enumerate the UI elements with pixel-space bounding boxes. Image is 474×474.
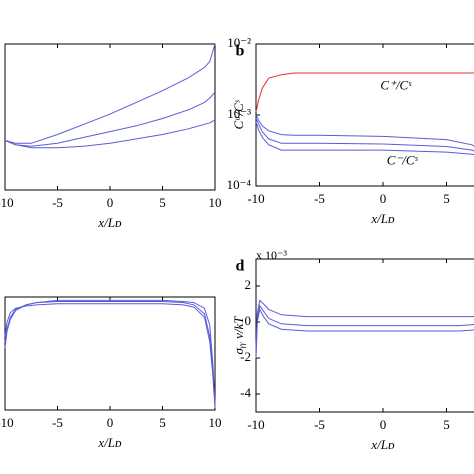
x-axis-label: x/Lᴅ bbox=[97, 435, 122, 450]
x-tick-label: 10 bbox=[209, 195, 222, 210]
x-tick-label: -10 bbox=[247, 191, 264, 206]
y-tick-label: -4 bbox=[240, 385, 251, 400]
y-tick-label: 10⁻³ bbox=[227, 106, 251, 121]
x-tick-label: 0 bbox=[380, 191, 387, 206]
plot-frame bbox=[255, 258, 474, 413]
data-line bbox=[4, 301, 216, 407]
data-line bbox=[255, 121, 474, 156]
y-axis-label: Cᵅ/Cˢ bbox=[231, 99, 246, 129]
data-line bbox=[4, 299, 216, 405]
x-tick-label: 0 bbox=[107, 195, 114, 210]
x-axis-label: x/Lᴅ bbox=[370, 211, 395, 226]
data-line bbox=[255, 304, 474, 355]
x-tick-label: -5 bbox=[314, 417, 325, 432]
x-tick-label: -10 bbox=[0, 195, 14, 210]
x-tick-label: -10 bbox=[247, 417, 264, 432]
data-line bbox=[255, 117, 474, 152]
data-line bbox=[255, 299, 474, 350]
x-tick-label: 5 bbox=[159, 195, 166, 210]
panel-label: b bbox=[236, 43, 245, 60]
x-tick-label: -10 bbox=[0, 415, 14, 430]
x-tick-label: 5 bbox=[443, 191, 450, 206]
plot-frame bbox=[255, 43, 474, 187]
x-tick-label: -5 bbox=[314, 191, 325, 206]
y-axis-label: σᵧᵧ ν/kT bbox=[231, 316, 246, 355]
plot-frame bbox=[4, 43, 216, 191]
y-tick-label: 10⁻² bbox=[227, 35, 251, 50]
data-line bbox=[255, 307, 474, 359]
axis-multiplier: x 10⁻³ bbox=[256, 248, 287, 262]
x-tick-label: -5 bbox=[52, 195, 63, 210]
annotation: C⁻/Cˢ bbox=[387, 153, 419, 168]
data-line bbox=[255, 72, 474, 113]
y-tick-label: 10⁻⁴ bbox=[227, 177, 252, 192]
data-line bbox=[4, 43, 216, 144]
x-tick-label: 0 bbox=[380, 417, 387, 432]
y-tick-label: 0 bbox=[245, 313, 252, 328]
x-tick-label: -5 bbox=[52, 415, 63, 430]
x-axis-label: x/Lᴅ bbox=[370, 437, 395, 452]
data-line bbox=[4, 303, 216, 408]
x-axis-label: x/Lᴅ bbox=[97, 215, 122, 230]
x-tick-label: 5 bbox=[443, 417, 450, 432]
annotation: C⁺/Cˢ bbox=[380, 78, 412, 93]
x-tick-label: 0 bbox=[107, 415, 114, 430]
x-tick-label: 10 bbox=[209, 415, 222, 430]
data-line bbox=[4, 91, 216, 147]
panel-label: d bbox=[236, 258, 245, 275]
y-tick-label: 2 bbox=[245, 277, 252, 292]
x-tick-label: 5 bbox=[159, 415, 166, 430]
plot-frame bbox=[4, 296, 216, 411]
data-line bbox=[4, 119, 216, 149]
data-line bbox=[255, 114, 474, 147]
y-tick-label: -2 bbox=[240, 349, 251, 364]
